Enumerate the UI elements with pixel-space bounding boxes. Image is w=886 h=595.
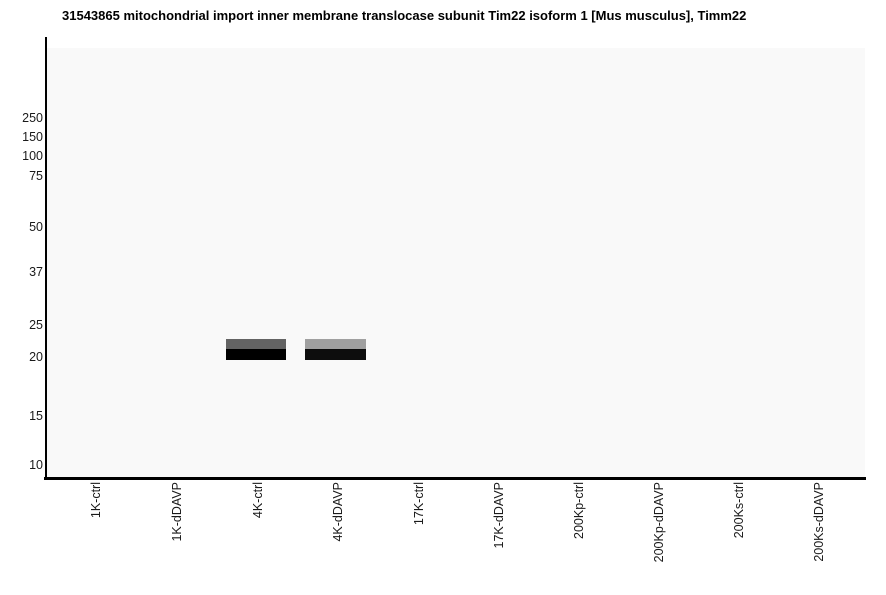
lane-label: 1K-dDAVP: [170, 482, 184, 542]
lane-label: 200Kp-ctrl: [572, 482, 586, 539]
lane-label: 17K-dDAVP: [492, 482, 506, 549]
y-tick-label: 50: [29, 220, 43, 234]
y-tick-label: 20: [29, 350, 43, 364]
lane-label: 1K-ctrl: [89, 482, 103, 519]
lane-label: 4K-ctrl: [251, 482, 265, 519]
figure-title: 31543865 mitochondrial import inner memb…: [62, 8, 747, 23]
y-tick-label: 100: [22, 149, 43, 163]
lane-label: 4K-dDAVP: [331, 482, 345, 542]
y-tick-label: 15: [29, 409, 43, 423]
blot-band-segment: [226, 349, 286, 360]
y-tick-label: 25: [29, 318, 43, 332]
lane-label: 200Ks-dDAVP: [812, 482, 826, 562]
y-tick-label: 250: [22, 111, 43, 125]
blot-band-segment: [226, 339, 286, 349]
blot-band-segment: [305, 339, 366, 349]
blot-band-segment: [305, 349, 366, 360]
y-axis-spine: [45, 37, 47, 480]
lane-label: 200Ks-ctrl: [732, 482, 746, 539]
x-axis-spine: [44, 477, 866, 480]
lane-label: 200Kp-dDAVP: [652, 482, 666, 563]
y-tick-label: 150: [22, 130, 43, 144]
lane-label: 17K-ctrl: [412, 482, 426, 526]
y-tick-label: 75: [29, 169, 43, 183]
plot-background: [47, 48, 865, 478]
y-tick-label: 10: [29, 458, 43, 472]
y-tick-label: 37: [29, 265, 43, 279]
